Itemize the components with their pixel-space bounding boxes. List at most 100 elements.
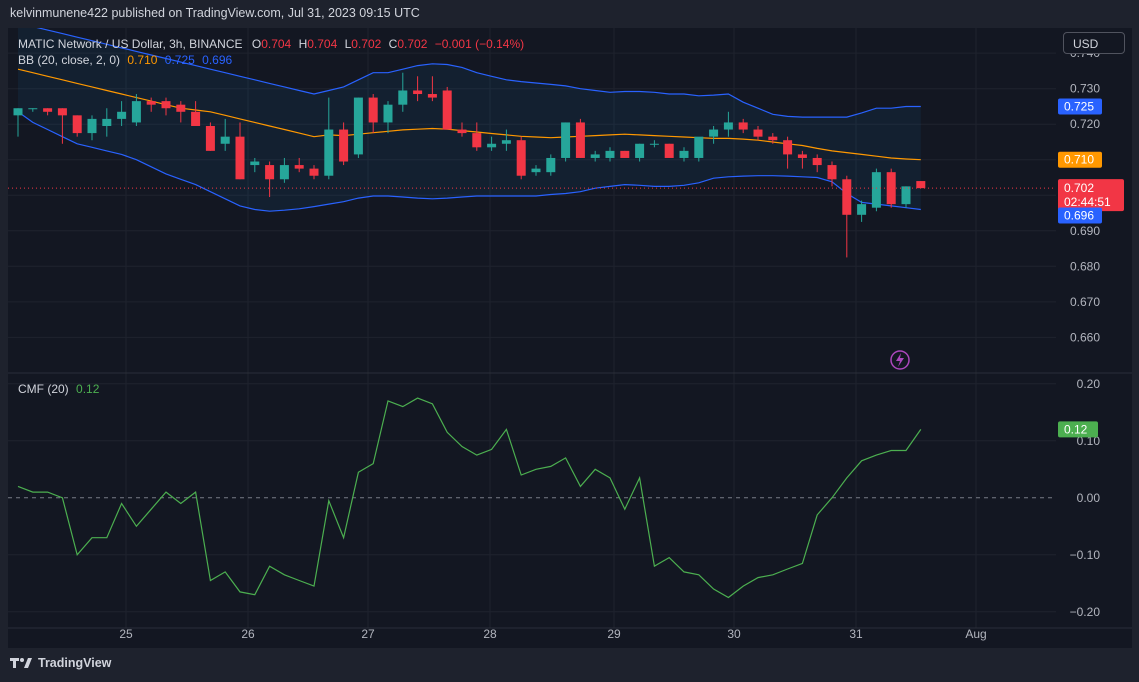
cmf-axis-label: −0.10 (1070, 548, 1101, 562)
candle-body[interactable] (72, 115, 82, 134)
cmf-axis-label: 0.20 (1077, 377, 1101, 391)
candle-body[interactable] (220, 136, 230, 144)
candle-body[interactable] (176, 104, 186, 112)
footer-brand[interactable]: TradingView (10, 656, 111, 670)
candle-body[interactable] (235, 136, 245, 180)
candle-body[interactable] (649, 143, 659, 145)
candle-body[interactable] (531, 168, 541, 173)
bb-upper-tag: 0.725 (1064, 99, 1094, 113)
close-label: C (388, 37, 398, 51)
price-axis-label: 0.670 (1070, 295, 1100, 309)
time-axis-label: 27 (361, 627, 375, 641)
candle-body[interactable] (398, 90, 408, 105)
cmf-axis-label: 0.00 (1077, 491, 1101, 505)
candle-body[interactable] (87, 118, 97, 134)
cmf-value-tag: 0.12 (1064, 422, 1088, 436)
candle-body[interactable] (472, 133, 482, 148)
price-axis-label: 0.680 (1070, 259, 1100, 273)
cmf-value-tag-bg (1058, 421, 1098, 438)
candle-body[interactable] (13, 108, 23, 116)
time-axis-label: 26 (241, 627, 255, 641)
candle-body[interactable] (353, 97, 363, 155)
candle-body[interactable] (383, 104, 393, 123)
candle-body[interactable] (368, 97, 378, 123)
open-label: O (251, 37, 262, 51)
candle-body[interactable] (738, 122, 748, 130)
candle-body[interactable] (279, 165, 289, 180)
time-axis-label: 29 (607, 627, 621, 641)
candle-body[interactable] (57, 108, 67, 116)
candle-body[interactable] (102, 118, 112, 126)
candle-body[interactable] (857, 204, 867, 215)
candle-body[interactable] (205, 125, 215, 151)
time-axis-label: Aug (965, 627, 986, 641)
candle-body[interactable] (28, 108, 38, 110)
time-axis-label: 28 (483, 627, 497, 641)
candle-body[interactable] (442, 90, 452, 130)
symbol-title[interactable]: MATIC Network / US Dollar, 3h, BINANCE (18, 37, 243, 51)
candle-body[interactable] (294, 165, 304, 169)
cmf-label[interactable]: CMF (20) (18, 382, 69, 396)
candle-body[interactable] (265, 165, 275, 180)
candle-body[interactable] (161, 101, 171, 109)
footer-brand-text: TradingView (38, 656, 112, 670)
time-axis-label: 25 (119, 627, 133, 641)
candle-body[interactable] (427, 94, 437, 98)
candle-body[interactable] (723, 122, 733, 130)
candle-body[interactable] (827, 165, 837, 180)
bb-indicator-label[interactable]: BB (20, close, 2, 0) (18, 53, 121, 67)
candle-body[interactable] (501, 140, 511, 144)
candle-body[interactable] (516, 140, 526, 176)
candle-body[interactable] (812, 157, 822, 166)
candle-body[interactable] (561, 122, 571, 158)
candle-body[interactable] (309, 168, 319, 176)
cmf-legend: CMF (20) 0.12 (18, 382, 99, 396)
close-value: 0.702 (397, 37, 428, 51)
candle-body[interactable] (635, 143, 645, 158)
candle-body[interactable] (871, 172, 881, 208)
candle-body[interactable] (131, 101, 141, 123)
bb-upper-line (36, 28, 921, 118)
candle-body[interactable] (339, 129, 349, 162)
candle-body[interactable] (413, 90, 423, 95)
candle-body[interactable] (783, 140, 793, 155)
candle-body[interactable] (324, 129, 334, 176)
candle-body[interactable] (487, 143, 497, 148)
candle-body[interactable] (43, 108, 53, 112)
candle-body[interactable] (694, 136, 704, 158)
chart-frame[interactable]: 0.7400.7300.7200.6900.6800.6700.6600.725… (8, 28, 1132, 648)
candle-body[interactable] (753, 129, 763, 137)
candle-body[interactable] (797, 154, 807, 158)
candle-body[interactable] (117, 111, 127, 119)
price-axis-label: 0.730 (1070, 82, 1100, 96)
bb-lower-line (17, 111, 921, 212)
time-axis-label: 31 (849, 627, 863, 641)
candle-body[interactable] (620, 150, 630, 158)
candle-body[interactable] (679, 150, 689, 158)
candle-body[interactable] (546, 157, 556, 173)
bb-lower-value: 0.696 (202, 53, 233, 67)
chart-canvas[interactable]: 0.7400.7300.7200.6900.6800.6700.6600.725… (8, 28, 1132, 648)
candle-body[interactable] (709, 129, 719, 137)
candle-body[interactable] (886, 172, 896, 205)
candle-body[interactable] (664, 143, 674, 158)
candle-body[interactable] (457, 129, 467, 134)
bb-lower-tag: 0.696 (1064, 208, 1094, 222)
change-value: −0.001 (−0.14%) (434, 37, 525, 51)
candle-body[interactable] (901, 186, 911, 205)
candle-body[interactable] (590, 154, 600, 158)
candle-body[interactable] (842, 179, 852, 215)
high-value: 0.704 (307, 37, 338, 51)
lightning-bolt-icon (896, 353, 904, 367)
cmf-axis-label: −0.20 (1070, 605, 1101, 619)
candle-body[interactable] (250, 161, 260, 166)
candle-body[interactable] (916, 181, 926, 189)
candle-body[interactable] (768, 136, 778, 141)
candle-body[interactable] (575, 122, 585, 158)
candle-body[interactable] (605, 150, 615, 158)
currency-button[interactable]: USD (1063, 32, 1125, 54)
price-axis-label: 0.690 (1070, 224, 1100, 238)
lightning-icon[interactable] (890, 350, 910, 370)
candle-body[interactable] (191, 111, 201, 126)
candle-body[interactable] (146, 101, 156, 105)
